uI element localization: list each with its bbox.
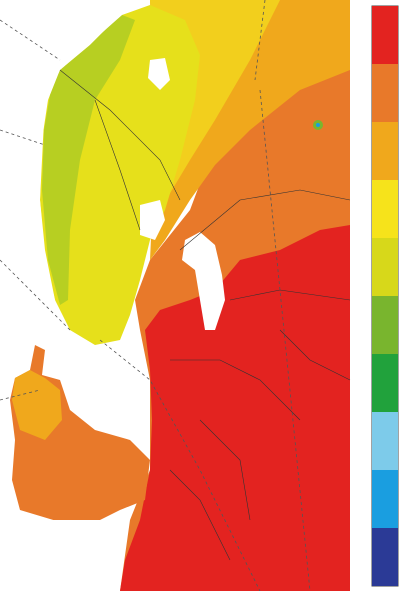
sea-white bbox=[148, 58, 170, 90]
region-britain-north bbox=[12, 370, 62, 440]
map bbox=[0, 0, 351, 591]
legend-swatch bbox=[372, 528, 398, 586]
legend bbox=[372, 6, 398, 586]
region-red bbox=[120, 225, 350, 591]
legend-swatch bbox=[372, 470, 398, 528]
graticule bbox=[0, 0, 311, 591]
legend-swatch bbox=[372, 64, 398, 122]
region-coast-green bbox=[42, 15, 135, 305]
legend-swatch bbox=[372, 412, 398, 470]
sea-bothnia bbox=[140, 200, 165, 240]
legend-swatch bbox=[372, 296, 398, 354]
legend-swatch bbox=[372, 6, 398, 64]
sea-baltic bbox=[182, 232, 225, 330]
legend-swatch bbox=[372, 122, 398, 180]
legend-swatch bbox=[372, 238, 398, 296]
sea-atlantic bbox=[0, 520, 120, 591]
legend-swatch bbox=[372, 354, 398, 412]
sea-north bbox=[0, 0, 122, 360]
hotspot-center bbox=[316, 123, 320, 127]
legend-swatch bbox=[372, 180, 398, 238]
